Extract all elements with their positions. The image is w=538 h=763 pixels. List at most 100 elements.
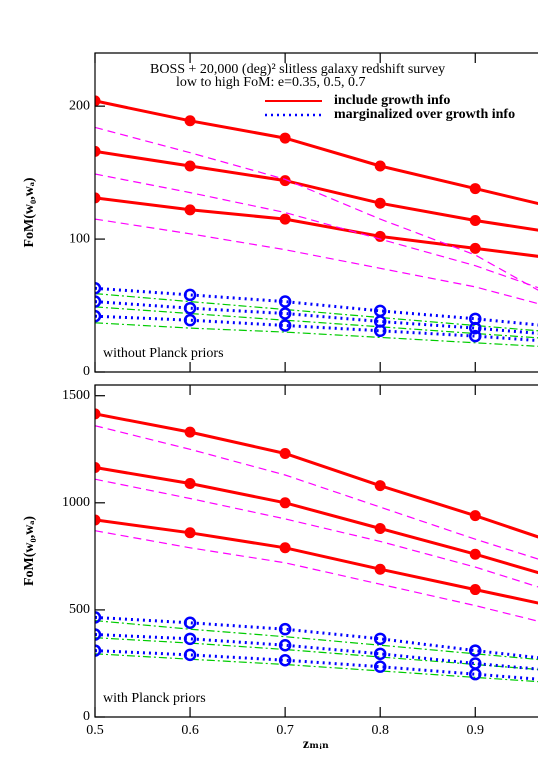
data-point [279,132,291,144]
data-point [279,497,291,509]
x-tick-label: 0.6 [181,723,199,738]
series-line [95,196,538,258]
data-point [95,408,101,420]
series-line [95,633,538,671]
axis-frame [94,384,538,718]
panel-label: without Planck priors [103,346,224,361]
data-point [95,95,101,107]
y-tick-label: 500 [69,602,90,617]
series-line [95,286,538,327]
data-point [95,145,101,157]
x-tick-label: 0.7 [276,723,294,738]
series-line [95,412,538,539]
series-line [95,300,538,335]
data-point [469,510,481,522]
data-point [374,480,386,492]
data-point [279,213,291,225]
data-point [374,230,386,242]
y-tick-label: 0 [83,364,90,379]
annotation: low to high FoM: e=0.35, 0.5, 0.7 [176,75,366,90]
data-point [469,214,481,226]
x-axis-label: zₘᵢₙ [303,737,329,752]
data-point [469,584,481,596]
data-point [374,563,386,575]
data-point [95,282,102,295]
data-point [183,648,197,662]
data-point [279,175,291,187]
data-point [374,523,386,535]
data-point [469,667,482,681]
data-point [469,242,481,254]
data-point [184,160,196,172]
data-point [184,115,196,127]
data-point [95,644,102,657]
y-tick-label: 100 [69,231,90,246]
y-tick-label: 0 [83,709,90,724]
data-point [95,309,102,323]
data-point [183,313,197,327]
data-point [469,321,482,335]
data-point [95,192,101,204]
data-point [183,632,197,646]
y-axis-label: FoM(w₀,wₐ) [22,516,37,586]
legend-label: include growth info [334,93,450,108]
data-point [95,461,101,473]
data-point [278,638,292,652]
data-point [184,527,196,539]
series-line [95,126,538,291]
data-point [279,448,291,460]
data-point [373,660,387,673]
y-axis-label: FoM(w₀,wₐ) [22,177,37,247]
data-point [469,183,481,195]
x-tick-label: 0.9 [467,723,485,738]
series-line [95,466,538,575]
data-point [373,632,387,646]
series-line [95,149,538,232]
series-line [95,322,538,347]
data-point [183,616,197,630]
series-line [95,518,538,605]
plot-area [95,408,538,683]
series-line [95,425,538,560]
data-point [374,197,386,209]
data-point [95,295,102,308]
annotation: BOSS + 20,000 (deg)² slitless galaxy red… [150,62,445,77]
y-tick-label: 1500 [62,388,90,403]
data-point [374,160,386,172]
data-point [278,653,292,667]
data-point [183,288,197,302]
data-point [184,426,196,438]
series-line [95,173,538,289]
series-line [95,99,538,206]
x-tick-label: 0.5 [86,723,104,738]
series-line [95,653,538,683]
data-point [469,548,481,560]
data-point [278,295,292,308]
data-point [278,307,292,320]
y-tick-label: 200 [69,98,90,113]
panel-label: with Planck priors [103,691,206,706]
series-line [95,314,538,343]
axis-frame [94,52,538,373]
data-point [373,324,387,338]
data-point [373,647,387,661]
series-line [95,218,538,305]
data-point [278,622,292,636]
data-point [95,611,102,624]
series-line [95,530,538,622]
data-point [184,204,196,216]
series-line [95,478,538,588]
legend-label: marginalized over growth info [334,107,515,122]
data-point [95,628,102,641]
data-point [278,319,292,332]
data-point [184,478,196,490]
data-point [469,329,482,343]
data-point [183,301,197,315]
data-point [95,514,101,526]
data-point [469,644,482,657]
y-tick-label: 1000 [62,495,90,510]
x-tick-label: 0.8 [371,723,389,738]
plot-area [95,95,538,347]
